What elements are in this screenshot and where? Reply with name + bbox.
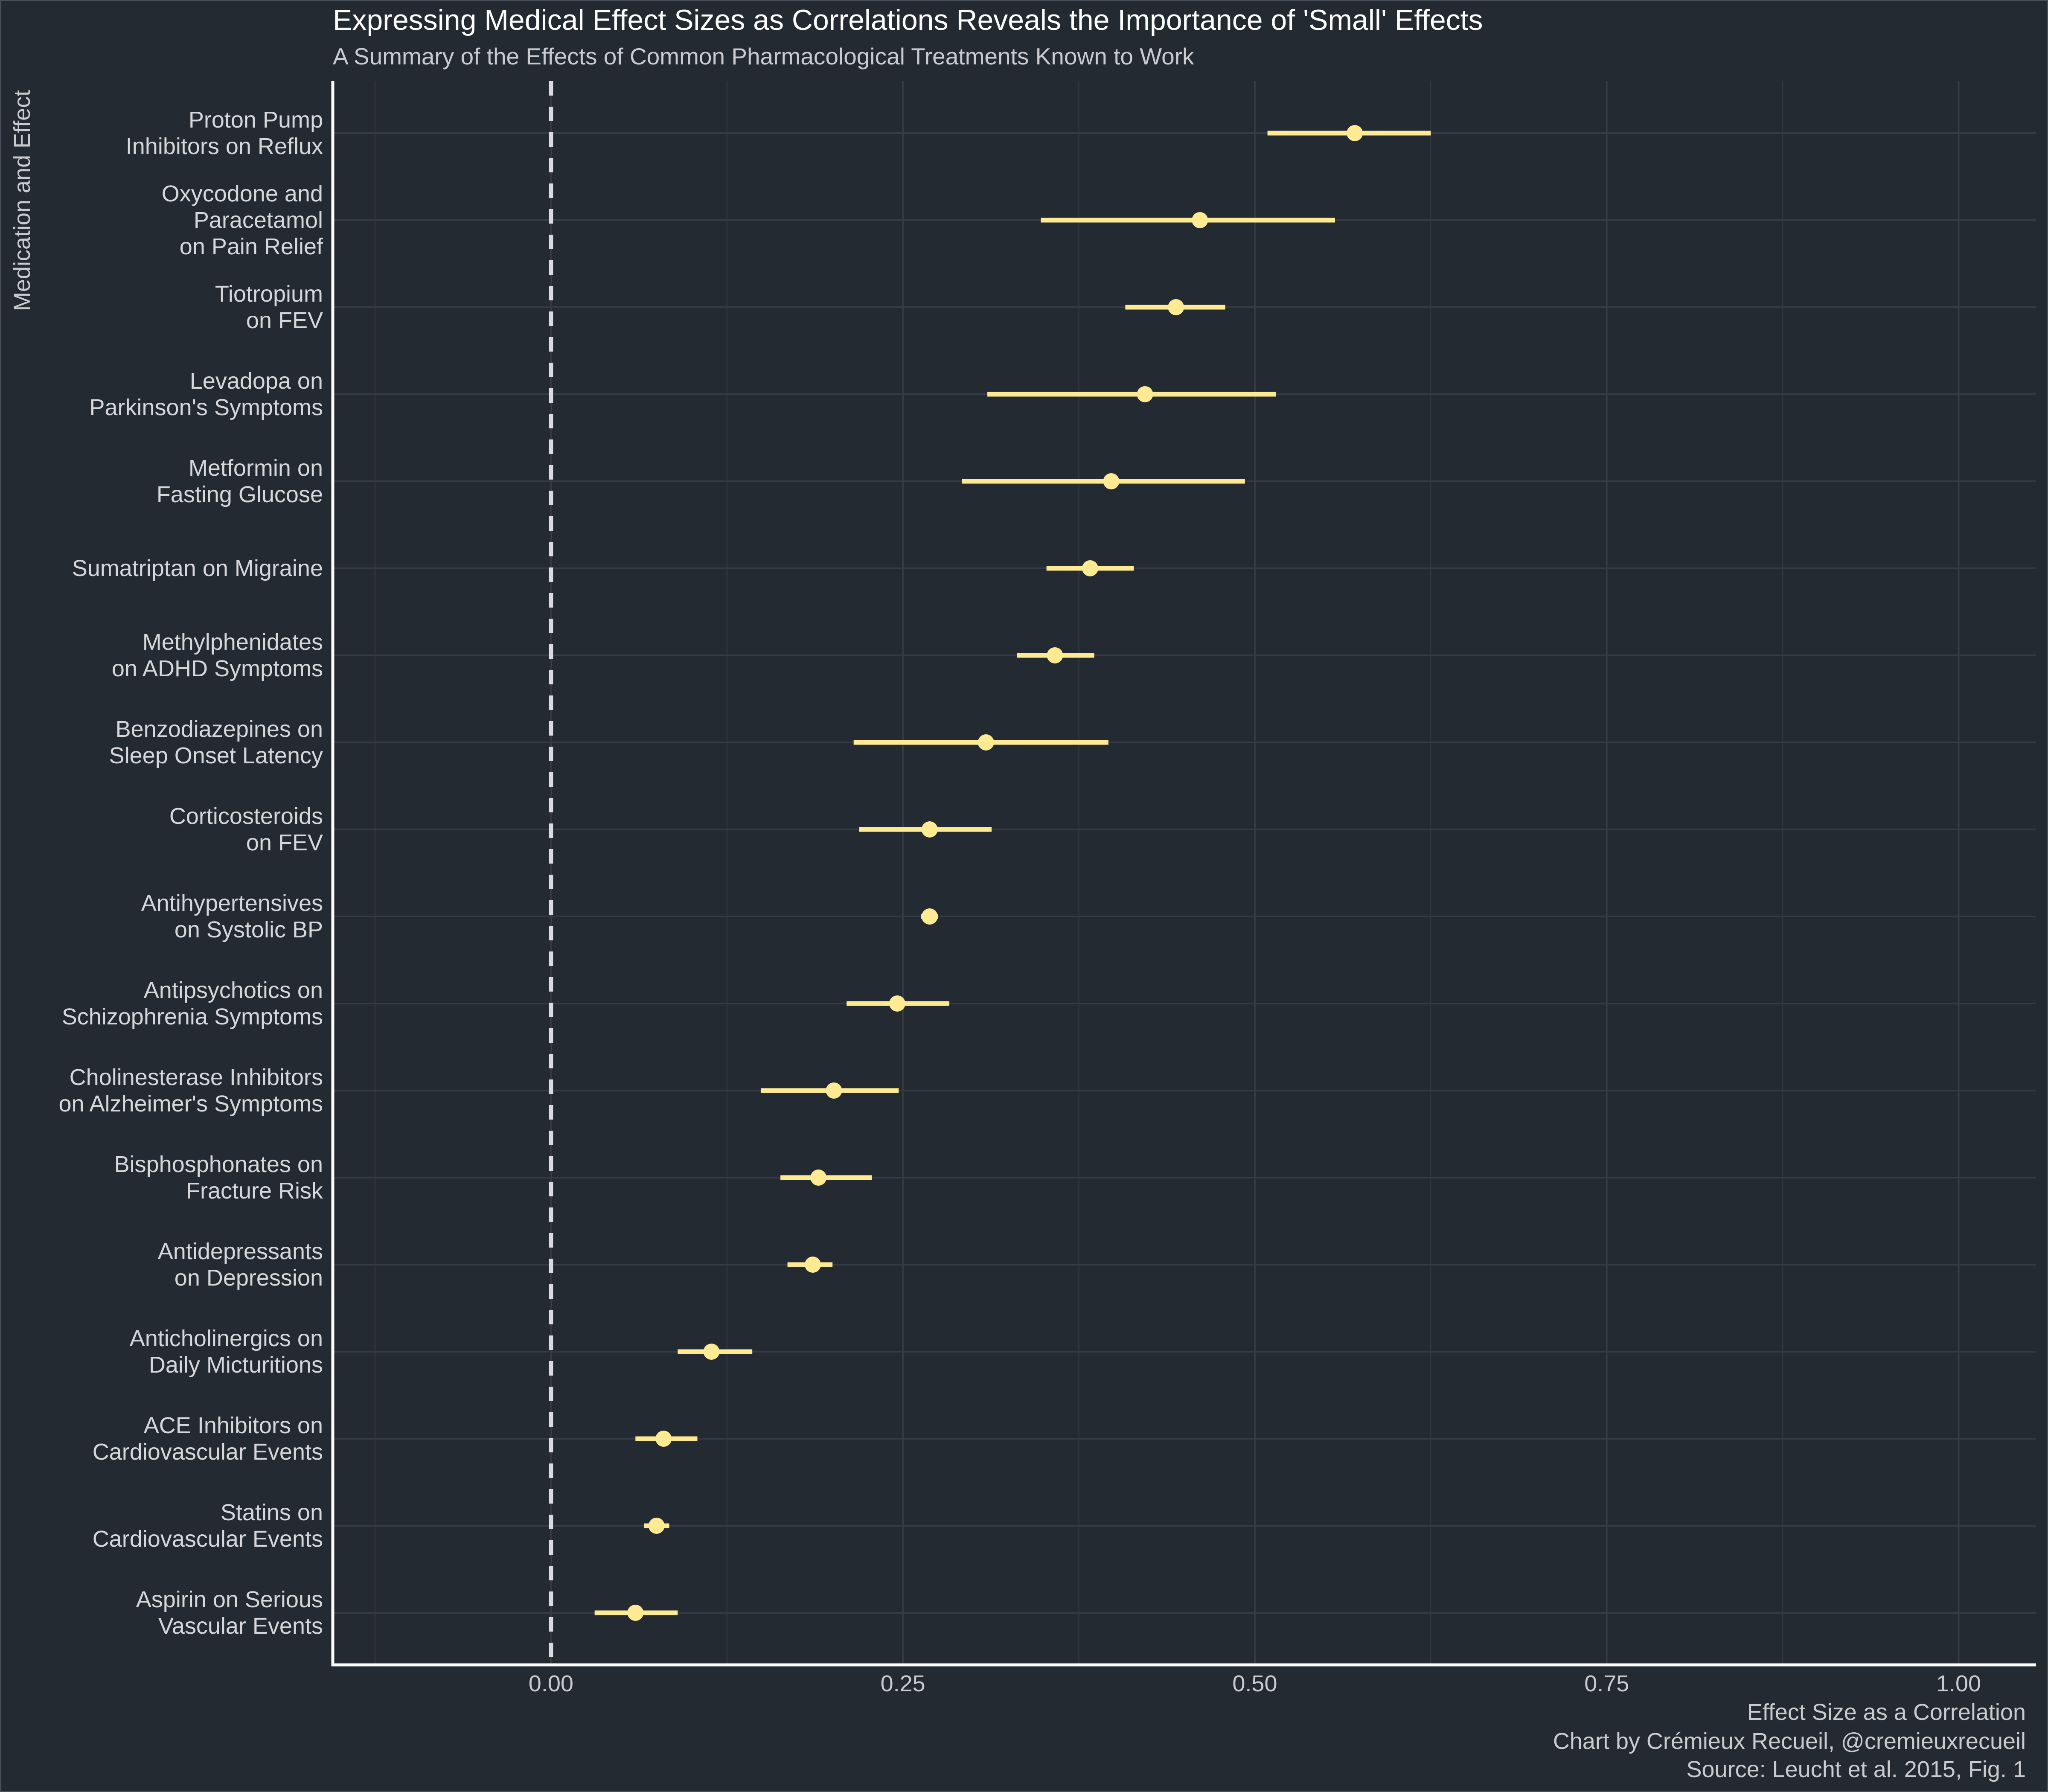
- category-label-line: Oxycodone and: [161, 181, 323, 207]
- effect-point: [1347, 125, 1363, 141]
- effect-point: [1103, 473, 1120, 489]
- chart-title: Expressing Medical Effect Sizes as Corre…: [333, 4, 1483, 36]
- category-label: Cholinesterase Inhibitors on Alzheimer's …: [0, 1064, 323, 1117]
- category-label-line: on Pain Relief: [179, 234, 323, 259]
- category-label-line: Proton Pump: [188, 107, 323, 133]
- effect-point: [810, 1169, 827, 1186]
- category-label-line: Parkinson's Symptoms: [89, 395, 323, 420]
- category-label: Anticholinergics on Daily Micturitions: [0, 1325, 323, 1378]
- effect-point: [921, 821, 938, 838]
- category-label-line: Tiotropium: [215, 281, 323, 307]
- category-label-line: Sumatriptan on Migraine: [72, 556, 323, 581]
- effect-point: [1082, 560, 1098, 576]
- effect-point: [805, 1257, 821, 1273]
- category-label: Proton Pump Inhibitors on Reflux: [0, 107, 323, 160]
- chart-source: Source: Leucht et al. 2015, Fig. 1: [1686, 1757, 2026, 1782]
- category-label-line: on Alzheimer's Symptoms: [58, 1091, 323, 1117]
- effect-point: [1168, 299, 1184, 315]
- category-label: Statins on Cardiovascular Events: [0, 1499, 323, 1552]
- chart-subtitle: A Summary of the Effects of Common Pharm…: [333, 43, 1194, 70]
- category-label: Levadopa on Parkinson's Symptoms: [0, 368, 323, 421]
- category-label-line: Sleep Onset Latency: [109, 743, 323, 768]
- category-label: Antidepressants on Depression: [0, 1238, 323, 1291]
- category-label-line: Daily Micturitions: [148, 1352, 323, 1378]
- effect-point: [977, 734, 994, 751]
- category-label: Antihypertensives on Systolic BP: [0, 890, 323, 943]
- category-label-line: Anticholinergics on: [129, 1326, 323, 1351]
- category-label-line: Schizophrenia Symptoms: [61, 1004, 323, 1030]
- category-label-line: Cardiovascular Events: [92, 1439, 323, 1465]
- effect-point: [889, 995, 905, 1012]
- category-label-line: Corticosteroids: [169, 803, 323, 829]
- x-tick-label: 0.50: [1232, 1671, 1277, 1696]
- effect-point: [1192, 212, 1208, 228]
- category-label-line: Inhibitors on Reflux: [125, 134, 323, 159]
- category-label-line: Metformin on: [188, 455, 323, 481]
- category-label-line: ACE Inhibitors on: [143, 1413, 323, 1438]
- category-label-line: Benzodiazepines on: [115, 716, 323, 742]
- category-label-line: on ADHD Symptoms: [111, 656, 323, 681]
- category-label-line: Antidepressants: [157, 1239, 323, 1264]
- category-label-line: on FEV: [246, 830, 323, 855]
- effect-point: [826, 1082, 842, 1099]
- category-label-line: Paracetamol: [193, 207, 323, 233]
- effect-point: [655, 1431, 672, 1447]
- x-tick-label: 1.00: [1936, 1671, 1981, 1696]
- effect-point: [703, 1344, 720, 1360]
- category-label-line: Antipsychotics on: [143, 977, 323, 1003]
- category-label: Sumatriptan on Migraine: [0, 555, 323, 582]
- effect-point: [1137, 386, 1153, 402]
- category-label: Bisphosphonates on Fracture Risk: [0, 1151, 323, 1204]
- category-label: Corticosteroids on FEV: [0, 803, 323, 856]
- category-label: Antipsychotics on Schizophrenia Symptoms: [0, 977, 323, 1030]
- effect-point: [627, 1605, 644, 1621]
- category-label: ACE Inhibitors on Cardiovascular Events: [0, 1412, 323, 1465]
- effect-point: [648, 1518, 665, 1534]
- category-label: Methylphenidates on ADHD Symptoms: [0, 629, 323, 682]
- category-label: Aspirin on Serious Vascular Events: [0, 1586, 323, 1639]
- x-tick-label: 0.75: [1584, 1671, 1629, 1696]
- category-label-line: Cardiovascular Events: [92, 1526, 323, 1552]
- category-label: Metformin on Fasting Glucose: [0, 455, 323, 508]
- effect-point: [921, 908, 938, 925]
- category-label-line: Bisphosphonates on: [114, 1152, 323, 1177]
- category-label-line: Fasting Glucose: [156, 482, 323, 507]
- category-label-line: Antihypertensives: [141, 890, 323, 916]
- category-label-line: Fracture Risk: [186, 1178, 323, 1204]
- category-label-line: Cholinesterase Inhibitors: [69, 1065, 323, 1090]
- x-tick-label: 0.00: [528, 1671, 573, 1696]
- x-tick-label: 0.25: [880, 1671, 925, 1696]
- category-label-line: Vascular Events: [158, 1613, 323, 1639]
- category-label-line: on Depression: [174, 1265, 323, 1291]
- category-label-line: Levadopa on: [189, 368, 323, 394]
- category-label: Tiotropium on FEV: [0, 281, 323, 334]
- chart-credit: Chart by Crémieux Recueil, @cremieuxrecu…: [1553, 1728, 2026, 1754]
- category-label-line: Methylphenidates: [142, 629, 323, 655]
- x-axis-title: Effect Size as a Correlation: [1747, 1699, 2026, 1725]
- category-label-line: Aspirin on Serious: [136, 1587, 323, 1612]
- category-label-line: on Systolic BP: [174, 917, 323, 943]
- category-label: Oxycodone and Paracetamol on Pain Relief: [0, 180, 323, 260]
- category-label-line: on FEV: [246, 308, 323, 333]
- category-label-line: Statins on: [220, 1500, 323, 1525]
- effect-point: [1047, 647, 1063, 663]
- category-label: Benzodiazepines on Sleep Onset Latency: [0, 716, 323, 769]
